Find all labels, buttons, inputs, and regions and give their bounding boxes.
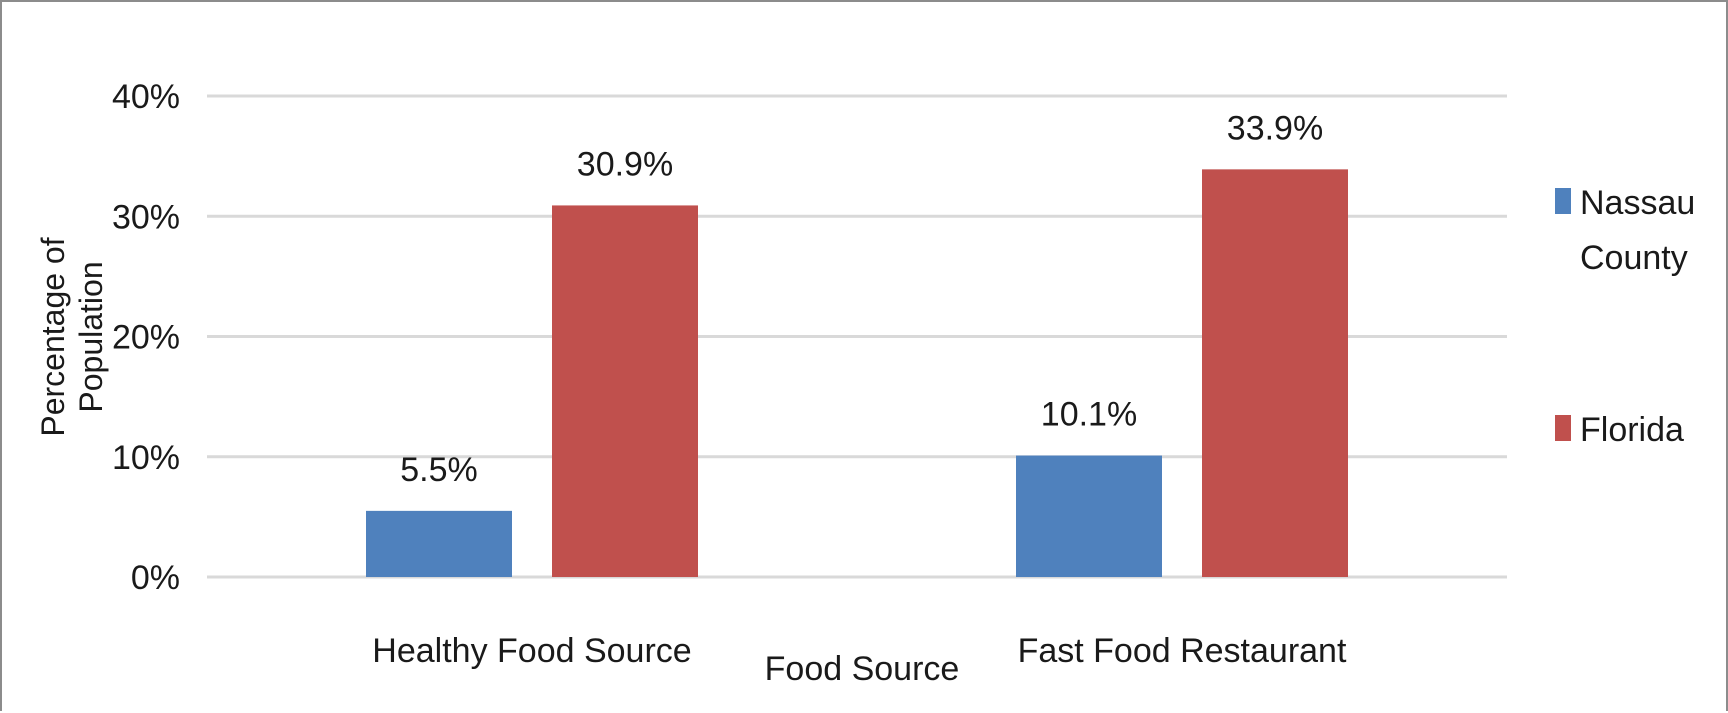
y-axis-tick-labels: 0% 10% 20% 30% 40% [112,78,180,597]
y-tick-label: 10% [112,439,180,477]
data-label: 33.9% [1227,109,1323,147]
data-label: 30.9% [577,145,673,183]
x-axis-title: Food Source [765,650,960,688]
data-labels: 5.5% 30.9% 10.1% 33.9% [400,109,1323,489]
legend-swatch-florida [1555,415,1571,441]
y-tick-label: 0% [131,559,180,597]
legend-label: County [1580,239,1688,277]
x-category-label: Fast Food Restaurant [1018,632,1347,670]
bar-florida-1 [1202,169,1348,578]
legend-swatch-nassau-county [1555,188,1571,214]
bar-florida-0 [552,205,698,578]
y-tick-label: 30% [112,198,180,236]
legend-label: Nassau [1580,184,1695,222]
bars [366,169,1348,578]
x-category-label: Healthy Food Source [372,632,691,670]
data-label: 5.5% [400,451,478,489]
data-label: 10.1% [1041,396,1137,434]
y-axis-title: Percentage of Population [35,237,109,436]
legend: Nassau County Florida [1555,184,1695,449]
bar-nassau-county-1 [1016,455,1162,577]
y-axis-title-line-2: Population [73,261,109,412]
y-tick-label: 40% [112,78,180,116]
bar-nassau-county-0 [366,510,512,577]
legend-label: Florida [1580,411,1684,449]
y-tick-label: 20% [112,319,180,357]
x-axis-category-labels: Healthy Food Source Fast Food Restaurant [372,632,1347,670]
y-axis-title-line-1: Percentage of [35,237,71,436]
